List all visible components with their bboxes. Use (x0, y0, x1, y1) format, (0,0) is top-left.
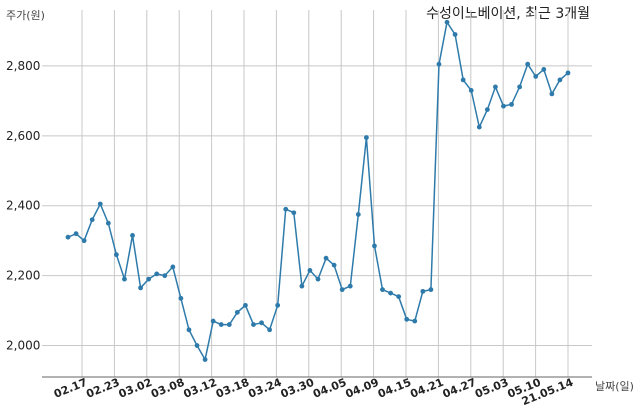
price-point (170, 264, 176, 270)
price-point (218, 322, 224, 327)
price-point (525, 61, 531, 67)
price-point (226, 322, 232, 327)
price-point (275, 302, 281, 308)
x-tick-labels: 02.1702.2303.0203.0803.1203.1803.2403.30… (52, 376, 575, 409)
y-tick-label: 2,600 (6, 129, 40, 143)
price-point (436, 61, 442, 67)
price-point (65, 234, 71, 240)
price-point (89, 217, 95, 223)
price-point (388, 290, 393, 296)
y-tick-label: 2,200 (6, 269, 40, 283)
price-series (65, 19, 571, 362)
price-point (444, 19, 450, 25)
price-point (372, 243, 377, 249)
price-point (396, 294, 402, 300)
price-point (509, 101, 514, 107)
price-point (162, 273, 168, 279)
price-point (468, 87, 474, 93)
price-point (210, 318, 216, 324)
y-tick-label: 2,000 (6, 339, 40, 353)
price-point (267, 327, 273, 333)
price-point (186, 327, 192, 333)
price-point (412, 318, 418, 324)
price-point (404, 316, 410, 322)
price-point (251, 322, 256, 327)
price-point (146, 276, 152, 282)
price-point (299, 283, 305, 289)
y-tick-label: 2,800 (6, 59, 40, 73)
price-point (331, 262, 337, 268)
price-point (363, 135, 369, 140)
price-point (549, 91, 555, 97)
price-point (420, 288, 426, 294)
price-point (138, 285, 143, 291)
price-point (122, 276, 127, 282)
price-point (315, 276, 321, 282)
price-point (323, 255, 329, 261)
price-point (517, 84, 523, 90)
price-point (501, 103, 506, 109)
price-point (291, 210, 297, 216)
gridlines (42, 10, 592, 377)
price-point (565, 70, 571, 76)
price-point (81, 238, 87, 244)
price-point (259, 320, 264, 326)
price-point (234, 309, 240, 315)
price-point (452, 32, 458, 37)
price-point (476, 124, 482, 130)
price-point (194, 343, 200, 348)
y-tick-labels: 2,000 2,200 2,400 2,600 2,800 (6, 59, 40, 353)
y-tick-label: 2,400 (6, 199, 40, 213)
price-point (73, 231, 79, 237)
price-point (113, 252, 119, 258)
price-point (460, 77, 466, 83)
price-point (484, 107, 490, 113)
price-point (347, 283, 353, 289)
price-point (428, 287, 434, 293)
price-point (243, 302, 248, 308)
chart-title: 수성이노베이션, 최근 3개월 (426, 6, 590, 22)
x-axis-label: 날짜(일) (595, 379, 634, 393)
price-point (339, 287, 345, 293)
price-point (380, 287, 385, 293)
price-line (67, 20, 569, 362)
price-point (202, 357, 208, 362)
price-point (154, 271, 160, 277)
price-point (541, 67, 547, 72)
price-point (283, 206, 289, 212)
price-point (130, 233, 135, 238)
price-point (105, 220, 111, 226)
price-point (307, 267, 313, 273)
price-point (178, 295, 184, 301)
price-point (355, 212, 361, 217)
price-point (557, 77, 563, 83)
price-point (493, 84, 498, 90)
price-point (533, 74, 539, 79)
y-axis-label: 주가(원) (6, 9, 45, 22)
price-point (97, 201, 103, 207)
